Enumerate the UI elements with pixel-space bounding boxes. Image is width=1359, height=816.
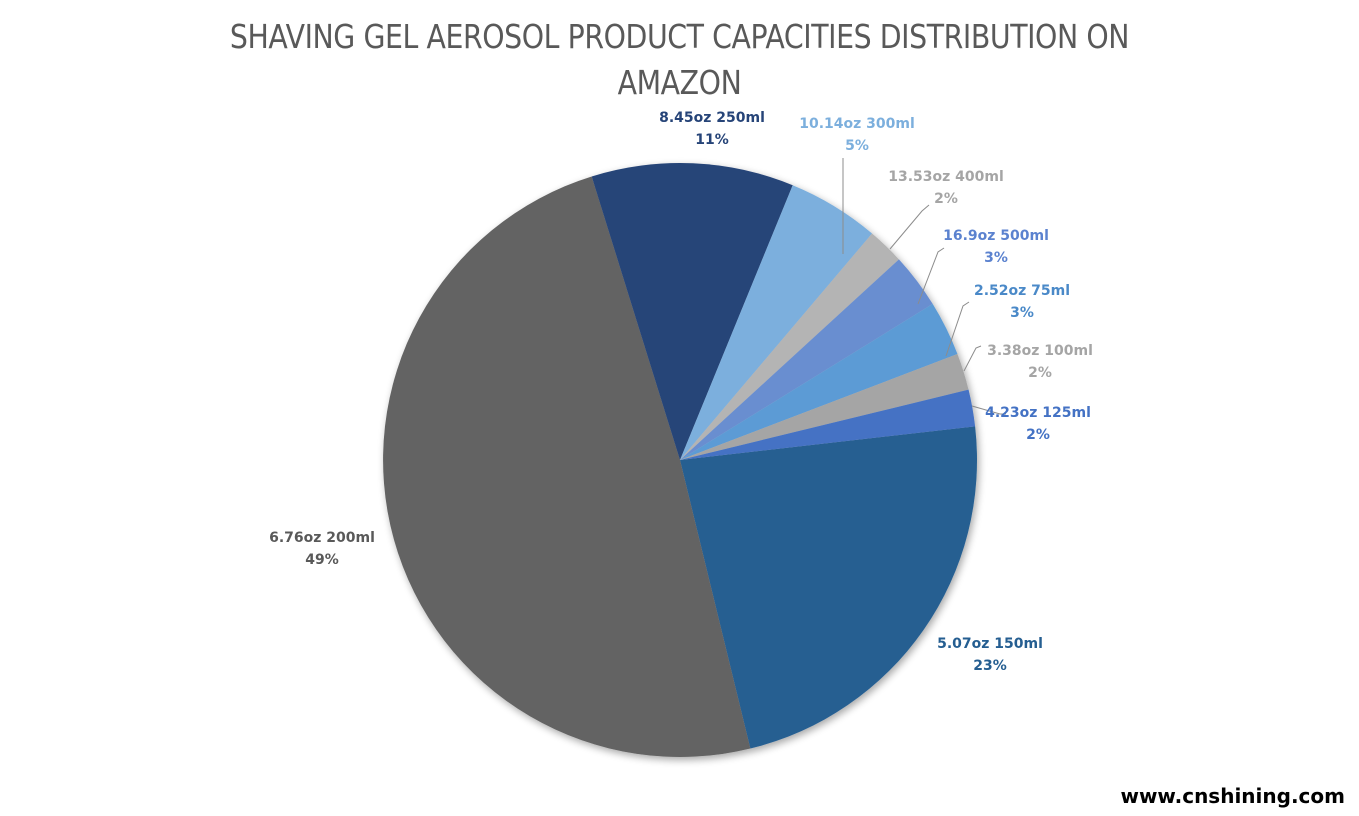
data-label-category: 6.76oz 200ml [269, 530, 375, 546]
leader-line [971, 405, 1006, 415]
data-label: 6.76oz 200ml 49% [269, 530, 375, 568]
data-label-percent: 49% [305, 552, 339, 568]
data-label-percent: 2% [934, 191, 958, 207]
data-label-percent: 5% [845, 138, 869, 154]
pie-slices [383, 163, 977, 757]
data-label-percent: 2% [1028, 365, 1052, 381]
leader-line [889, 204, 930, 250]
leader-line [963, 345, 982, 372]
data-label-percent: 3% [984, 250, 1008, 266]
pie-slice-5-07oz-150ml [680, 426, 977, 749]
chart-title-line-1: SHAVING GEL AEROSOL PRODUCT CAPACITIES D… [229, 17, 1130, 56]
data-label-category: 13.53oz 400ml [888, 169, 1004, 185]
data-label: 2.52oz 75ml 3% [974, 283, 1070, 321]
data-label-category: 3.38oz 100ml [987, 343, 1093, 359]
pie-slice-10-14oz-300ml [680, 185, 873, 460]
data-label: 16.9oz 500ml 3% [943, 228, 1049, 266]
data-label-category: 8.45oz 250ml [659, 110, 765, 126]
data-label-category: 4.23oz 125ml [985, 405, 1091, 421]
pie-slice-6-76oz-200ml [383, 176, 751, 757]
data-label: 13.53oz 400ml 2% [888, 169, 1004, 207]
data-label-percent: 11% [695, 132, 729, 148]
data-label-category: 5.07oz 150ml [937, 636, 1043, 652]
data-label-category: 10.14oz 300ml [799, 116, 915, 132]
leader-line [917, 247, 945, 305]
data-labels: 5.07oz 150ml 23% 6.76oz 200ml 49% 8.45oz 250… [269, 110, 1093, 674]
data-label: 10.14oz 300ml 5% [799, 116, 915, 154]
chart-title-line-2: AMAZON [617, 63, 742, 102]
data-label: 4.23oz 125ml 2% [985, 405, 1091, 443]
data-label-category: 16.9oz 500ml [943, 228, 1049, 244]
pie-slice-13-53oz-400ml [680, 233, 899, 460]
leader-lines [842, 158, 1006, 415]
leader-line [945, 301, 970, 357]
watermark: www.cnshining.com [1120, 784, 1345, 808]
data-label-category: 2.52oz 75ml [974, 283, 1070, 299]
data-label-percent: 23% [973, 658, 1007, 674]
pie-slice-2-52oz-75ml [680, 303, 958, 460]
pie-slice-4-23oz-125ml [680, 389, 976, 460]
chart-title: SHAVING GEL AEROSOL PRODUCT CAPACITIES D… [95, 14, 1264, 106]
data-label-percent: 3% [1010, 305, 1034, 321]
data-label: 5.07oz 150ml 23% [937, 636, 1043, 674]
pie-slice-16-9oz-500ml [680, 259, 933, 460]
data-label: 3.38oz 100ml 2% [987, 343, 1093, 381]
data-label: 8.45oz 250ml 11% [659, 110, 765, 148]
pie-slice-8-45oz-250ml [591, 163, 793, 460]
data-label-percent: 2% [1026, 427, 1050, 443]
pie-slice-3-38oz-100ml [680, 354, 969, 460]
